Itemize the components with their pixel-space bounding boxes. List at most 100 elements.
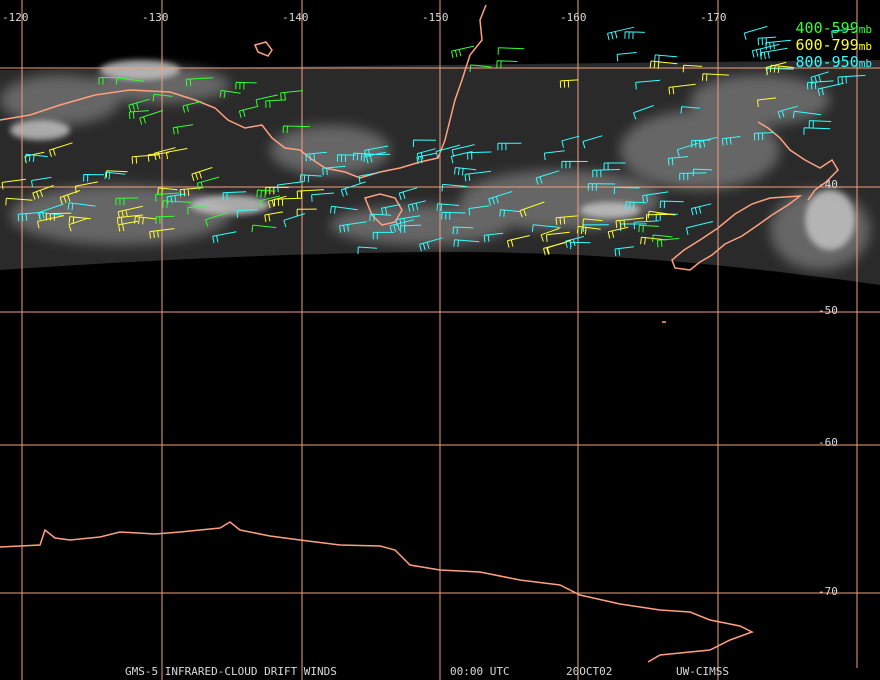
wind-barb — [635, 79, 661, 90]
wind-barb — [276, 181, 304, 192]
wind-barb — [265, 99, 287, 108]
wind-barb — [339, 221, 367, 233]
wind-barb — [496, 60, 518, 68]
wind-barb — [238, 105, 259, 118]
wind-barb — [682, 64, 703, 73]
legend-item-400-599: 400-599 mb — [759, 4, 872, 54]
wind-barb — [808, 120, 832, 128]
legend-range: 400-599 — [795, 19, 859, 37]
wind-barb — [31, 176, 52, 188]
cloud-imagery — [0, 60, 880, 285]
wind-barb — [165, 148, 188, 160]
wind-barb — [235, 81, 257, 90]
wind-barb — [363, 153, 391, 162]
wind-barb — [185, 77, 214, 87]
wind-barb — [582, 135, 603, 149]
wind-barb — [615, 217, 644, 228]
wind-barb — [128, 110, 149, 120]
wind-barb — [251, 224, 277, 233]
wind-barb — [692, 168, 713, 177]
wind-barb — [24, 153, 48, 163]
wind-barb — [497, 47, 525, 55]
wind-barb — [152, 93, 173, 102]
wind-barb — [570, 241, 591, 250]
wind-barb — [467, 151, 492, 160]
wind-barb — [67, 202, 96, 211]
new-zealand-north — [757, 121, 839, 201]
wind-barb — [357, 246, 378, 255]
wind-barb — [264, 211, 284, 222]
wind-barb — [115, 197, 139, 206]
wind-barb — [757, 36, 777, 46]
wind-barb — [613, 186, 640, 195]
wind-barb — [104, 171, 126, 180]
wind-barb — [667, 156, 689, 166]
footer-source: UW-CIMSS — [676, 665, 729, 678]
wind-barb — [616, 52, 637, 62]
wind-barb — [690, 203, 712, 216]
wind-barb — [769, 64, 794, 74]
wind-barb — [607, 26, 635, 41]
wind-barb — [412, 139, 437, 148]
wind-barb — [545, 231, 570, 242]
wind-barb — [155, 215, 175, 224]
wind-barb — [372, 231, 395, 240]
legend-unit: mb — [858, 57, 872, 70]
wind-barb — [656, 238, 680, 248]
wind-barb — [435, 144, 461, 159]
wind-barb — [45, 212, 72, 221]
wind-barbs — [1, 25, 866, 257]
wind-barb — [38, 211, 64, 220]
wind-barb — [614, 246, 635, 257]
legend-unit: mb — [858, 40, 872, 53]
wind-barb — [1, 178, 26, 190]
wind-barb — [625, 201, 647, 210]
lat-label: -50 — [818, 304, 838, 317]
wind-barb — [83, 174, 105, 182]
legend-item-800-950: 800-950mb — [759, 38, 872, 88]
wind-barb — [330, 205, 358, 214]
wind-barb — [519, 201, 545, 218]
wind-barb — [654, 54, 678, 63]
wind-barb — [115, 77, 145, 85]
wind-barb — [582, 218, 603, 226]
wind-barb — [561, 160, 588, 169]
wind-barb — [381, 204, 401, 216]
footer-product: GMS-5 INFRARED-CLOUD DRIFT WINDS — [125, 665, 337, 678]
wind-barb — [702, 73, 729, 81]
wind-barb — [680, 106, 700, 114]
wind-barb — [299, 174, 322, 183]
wind-barb — [182, 101, 202, 113]
wind-barb — [483, 232, 504, 243]
wind-barb — [649, 60, 678, 69]
wind-barb — [155, 192, 179, 202]
wind-barb — [311, 192, 334, 202]
wind-barb — [817, 82, 844, 96]
wind-barb — [398, 187, 418, 200]
wind-barb — [407, 200, 427, 212]
wind-barb — [506, 235, 530, 248]
wind-barb — [395, 215, 421, 227]
wind-barb — [453, 239, 480, 248]
wind-barb — [389, 219, 415, 233]
wind-barb — [543, 150, 565, 161]
wind-barb — [499, 209, 520, 218]
wind-barb — [765, 39, 792, 50]
wind-barb — [436, 203, 460, 212]
wind-barb — [759, 47, 788, 60]
wind-barb — [497, 142, 522, 151]
wind-barb — [255, 94, 279, 107]
wind-barb — [540, 227, 560, 242]
wind-barb — [219, 89, 241, 98]
wind-barb — [117, 205, 143, 219]
wind-barb — [633, 105, 654, 120]
wind-barb — [753, 132, 774, 141]
wind-barb — [280, 90, 303, 100]
wind-barb — [222, 191, 247, 200]
wind-barb — [469, 64, 492, 72]
wind-barb — [441, 183, 468, 192]
wind-barb — [624, 31, 645, 40]
wind-barb — [205, 212, 228, 227]
